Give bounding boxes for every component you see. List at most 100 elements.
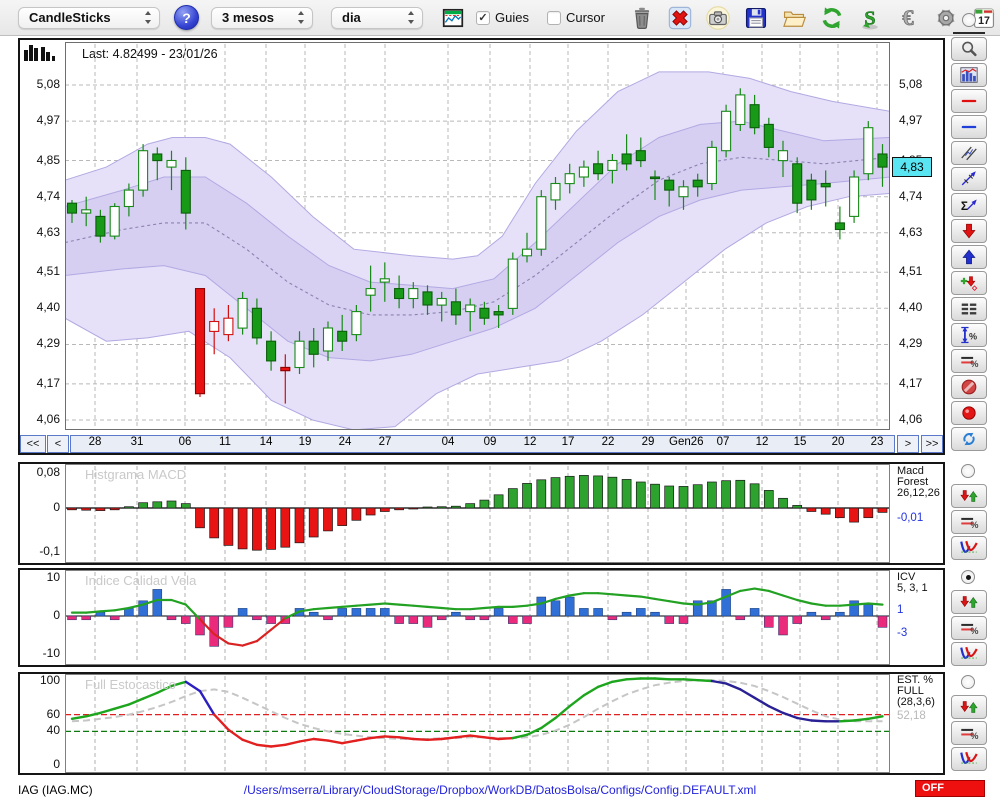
icv-panel: Indice Calidad Vela ICV 5, 3, 1 1 -3 10 0… (18, 568, 945, 667)
chart-style-tool-button[interactable] (951, 63, 987, 87)
disable-tool-button[interactable] (951, 375, 987, 399)
zoom-tool-button[interactable] (951, 37, 987, 61)
icv-indicator-name: ICV (897, 571, 916, 583)
price-axis-label: 4,97 (899, 113, 923, 127)
trendline-tool-button[interactable] (951, 167, 987, 191)
gear-button[interactable] (933, 4, 960, 31)
red-line-tool-button[interactable] (951, 89, 987, 113)
nav-last-button[interactable]: >> (921, 435, 943, 453)
price-axis-label: 4,40 (36, 300, 60, 314)
date-axis-label: 24 (338, 436, 352, 448)
period-select[interactable]: 3 mesos (211, 6, 313, 29)
euro-button[interactable]: € (895, 4, 922, 31)
date-axis-label: Gen26 (669, 436, 704, 448)
symbol-label: IAG (IAG.MC) (18, 783, 93, 797)
nav-first-button[interactable]: << (20, 435, 46, 453)
stoch-indicator-name: EST. % (897, 674, 934, 686)
chart-type-value: CandleSticks (29, 10, 111, 25)
select-chevrons-icon (406, 10, 417, 25)
nav-prev-button[interactable]: < (47, 435, 69, 453)
select-chevrons-icon (296, 10, 307, 25)
arrow-up-tool-button[interactable] (951, 245, 987, 269)
date-axis-label: 09 (483, 436, 497, 448)
nav-next-button[interactable]: > (897, 435, 919, 453)
mini-chart-icon[interactable] (439, 4, 466, 31)
histogram-glyph-icon (24, 44, 58, 66)
lines-percent-tool-button[interactable]: % (951, 349, 987, 373)
arrow-down-icon (962, 223, 976, 239)
icv-line-value: 1 (897, 604, 904, 616)
range-percent-tool-button[interactable]: % (951, 323, 987, 347)
toolbar-actions: S €17 (629, 4, 998, 31)
camera-button[interactable] (705, 4, 732, 31)
icv-axis-label: -10 (42, 646, 60, 660)
camera-icon (706, 5, 731, 30)
sum-trend-tool-button[interactable]: Σ (951, 193, 987, 217)
cursor-checkbox[interactable]: Cursor (546, 10, 605, 25)
guies-checkbox[interactable]: ✓ Guies (476, 10, 529, 25)
macd-last-value: -0,01 (897, 512, 924, 524)
red-line-icon (961, 99, 977, 103)
folder-button[interactable] (781, 4, 808, 31)
macd-lines-percent-button[interactable]: % (951, 510, 987, 534)
price-axis-label: 4,97 (36, 113, 60, 127)
icv-plot[interactable] (65, 570, 890, 665)
main-chart-radio[interactable] (962, 13, 976, 27)
floppy-button[interactable] (743, 4, 770, 31)
interval-select[interactable]: dia (331, 6, 423, 29)
main-plot[interactable] (65, 42, 890, 430)
lines-percent-icon: % (961, 356, 978, 369)
refresh-button[interactable] (819, 4, 846, 31)
macd-updown-arrows-button[interactable] (951, 484, 987, 508)
stoch-axis-label: 40 (46, 723, 60, 737)
price-axis-label: 4,06 (899, 412, 923, 426)
macd-panel: Histgrama MACD Macd Forest 26,12,26 -0,0… (18, 462, 945, 565)
date-axis-label: 29 (641, 436, 655, 448)
macd-panel-radio[interactable] (961, 464, 975, 478)
stoch-updown-arrows-button[interactable] (951, 695, 987, 719)
macd-plot[interactable] (65, 464, 890, 563)
price-axis-label: 4,63 (36, 225, 60, 239)
list-tool-button[interactable] (951, 297, 987, 321)
delete-x-button[interactable] (667, 4, 694, 31)
svg-text:S: S (865, 7, 876, 29)
calendar-button[interactable]: 17 (971, 4, 998, 31)
record-tool-button[interactable] (951, 401, 987, 425)
svg-text:%: % (970, 626, 978, 636)
reload-tool-button[interactable] (951, 427, 987, 451)
config-path-link[interactable]: /Users/mserra/Library/CloudStorage/Dropb… (243, 783, 757, 797)
stochastic-plot[interactable] (65, 674, 890, 773)
updown-arrows-icon (960, 490, 978, 502)
curve-icon (960, 751, 978, 764)
period-value: 3 mesos (222, 10, 275, 25)
mini-chart-icon (442, 8, 463, 27)
reload-icon (963, 432, 975, 446)
stoch-axis-label: 100 (39, 673, 60, 687)
stoch-panel-radio[interactable] (961, 675, 975, 689)
icv-panel-radio[interactable] (961, 570, 975, 584)
icv-indicator-params: 5, 3, 1 (897, 582, 928, 594)
sync-button[interactable]: S (857, 4, 884, 31)
macd-curve-button[interactable] (951, 536, 987, 560)
calendar-icon: 17 (974, 8, 995, 28)
price-axis-label: 4,29 (899, 336, 923, 350)
trendline-icon (961, 171, 976, 186)
curve-icon (960, 540, 978, 553)
data-feed-toggle[interactable]: OFF (915, 780, 985, 797)
stoch-curve-button[interactable] (951, 747, 987, 771)
trash-button[interactable] (629, 4, 656, 31)
icv-lines-percent-button[interactable]: % (951, 616, 987, 640)
help-button[interactable]: ? (174, 5, 199, 30)
chart-type-select[interactable]: CandleSticks (18, 6, 160, 29)
icv-curve-button[interactable] (951, 642, 987, 666)
date-axis-label: 11 (219, 436, 231, 448)
icv-updown-arrows-button[interactable] (951, 590, 987, 614)
arrow-down-tool-button[interactable] (951, 219, 987, 243)
add-signal-tool-button[interactable] (951, 271, 987, 295)
stoch-lines-percent-button[interactable]: % (951, 721, 987, 745)
gear-icon (937, 9, 955, 26)
channel-tool-button[interactable] (951, 141, 987, 165)
blue-line-tool-button[interactable] (951, 115, 987, 139)
disable-icon (961, 379, 977, 395)
add-signal-icon (960, 276, 978, 292)
